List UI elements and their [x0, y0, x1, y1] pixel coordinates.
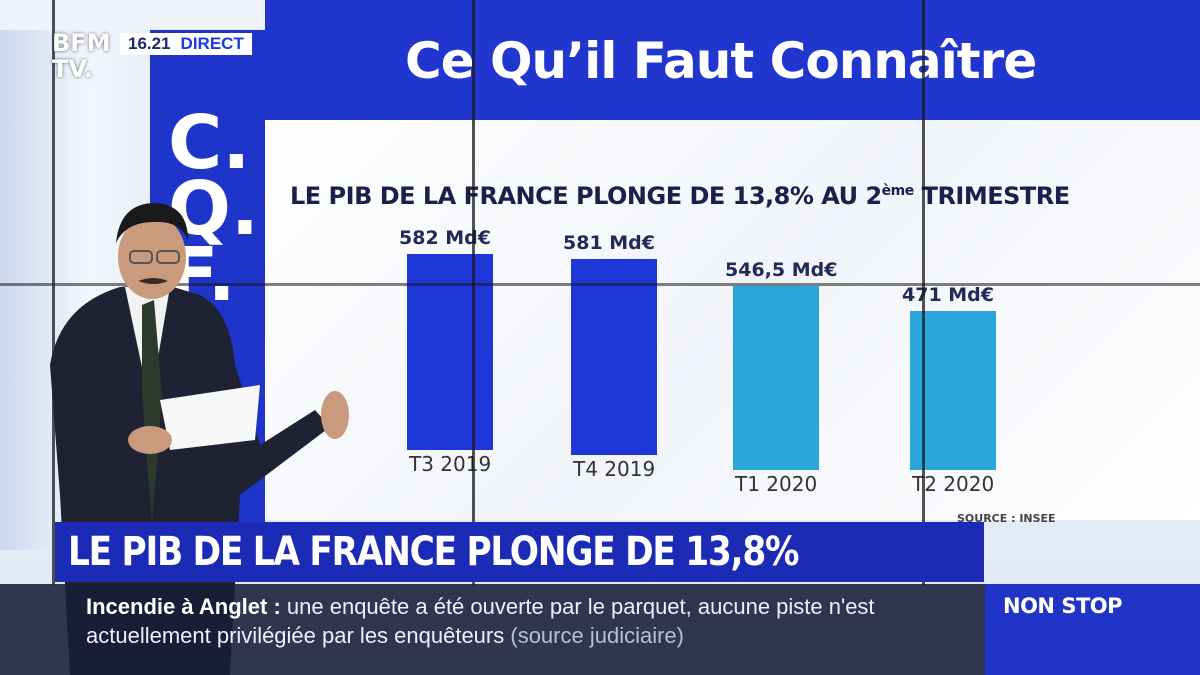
live-time: 16.21: [128, 34, 171, 53]
news-ticker: [0, 584, 985, 675]
ticker-source: (source judiciaire): [510, 623, 684, 648]
wall-seam: [52, 0, 55, 585]
chart-title-text: LE PIB DE LA FRANCE PLONGE DE 13,8% AU 2: [290, 182, 882, 210]
chart-category-label: T4 2019: [573, 457, 656, 481]
bfmtv-logo: BFM TV.: [52, 30, 118, 88]
chart-bar: [407, 254, 493, 450]
chart-bar-value-label: 581 Md€: [563, 232, 656, 255]
chart-title-sup: ème: [881, 183, 915, 199]
wall-seam: [922, 0, 925, 585]
chart-category-label: T1 2020: [735, 472, 818, 496]
wall-seam: [472, 0, 475, 585]
ticker-topic: Incendie à Anglet :: [86, 594, 281, 619]
wall-seam: [0, 283, 1200, 286]
chart-title-end: TRIMESTRE: [913, 182, 1071, 210]
headline-bar: [55, 522, 984, 582]
chart-bar-value-label: 582 Md€: [399, 227, 492, 249]
ticker-text: Incendie à Anglet : une enquête a été ou…: [86, 592, 966, 650]
wall-header-title: Ce Qu’il Faut Connaître: [405, 32, 1037, 90]
ticker-body: une enquête a été ouverte par le parquet…: [86, 594, 875, 648]
chart-bar: [733, 285, 819, 470]
logo-bottom: TV.: [52, 55, 93, 83]
wall-header-band: [265, 0, 1200, 120]
chart-category-label: T2 2020: [912, 472, 995, 496]
side-letters: C. Q. F.: [168, 100, 260, 312]
side-letter: C.: [168, 100, 251, 186]
nonstop-label: NON STOP: [1003, 594, 1123, 618]
chart-bar-value-label: 471 Md€: [902, 284, 995, 307]
chart-bar: [571, 259, 657, 455]
side-letter: Q.: [168, 166, 260, 252]
live-direct-label: DIRECT: [180, 34, 244, 53]
chart-category-label: T3 2019: [409, 452, 492, 476]
logo-top: BFM: [52, 29, 111, 57]
live-badge: 16.21 DIRECT: [120, 33, 252, 55]
chart-bar-value-label: 546,5 Md€: [725, 258, 838, 281]
nonstop-badge: [985, 584, 1200, 675]
headline: LE PIB DE LA FRANCE PLONGE DE 13,8%: [68, 529, 799, 575]
chart-title: LE PIB DE LA FRANCE PLONGE DE 13,8% AU 2…: [290, 182, 1070, 210]
chart-source: SOURCE : INSEE: [957, 512, 1056, 525]
